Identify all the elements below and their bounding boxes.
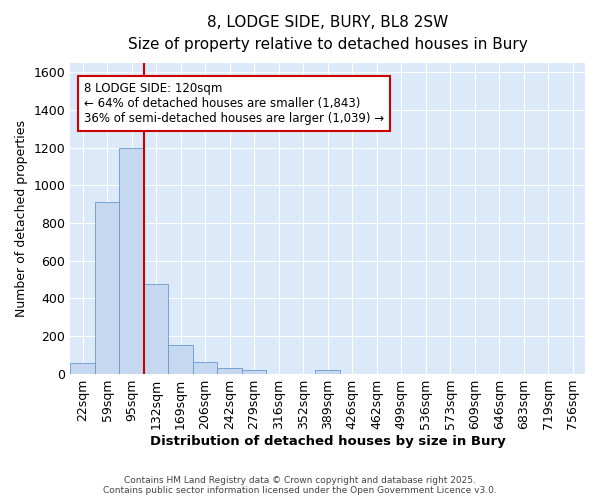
Bar [193, 362, 217, 374]
Title: 8, LODGE SIDE, BURY, BL8 2SW
Size of property relative to detached houses in Bur: 8, LODGE SIDE, BURY, BL8 2SW Size of pro… [128, 15, 527, 52]
Text: Contains HM Land Registry data © Crown copyright and database right 2025.
Contai: Contains HM Land Registry data © Crown c… [103, 476, 497, 495]
Bar [119, 148, 144, 374]
Y-axis label: Number of detached properties: Number of detached properties [15, 120, 28, 317]
Bar [169, 346, 193, 374]
Bar [144, 284, 169, 374]
Bar [242, 370, 266, 374]
Bar [316, 370, 340, 374]
Bar [217, 368, 242, 374]
X-axis label: Distribution of detached houses by size in Bury: Distribution of detached houses by size … [150, 434, 506, 448]
Text: 8 LODGE SIDE: 120sqm
← 64% of detached houses are smaller (1,843)
36% of semi-de: 8 LODGE SIDE: 120sqm ← 64% of detached h… [84, 82, 384, 125]
Bar [70, 363, 95, 374]
Bar [95, 202, 119, 374]
